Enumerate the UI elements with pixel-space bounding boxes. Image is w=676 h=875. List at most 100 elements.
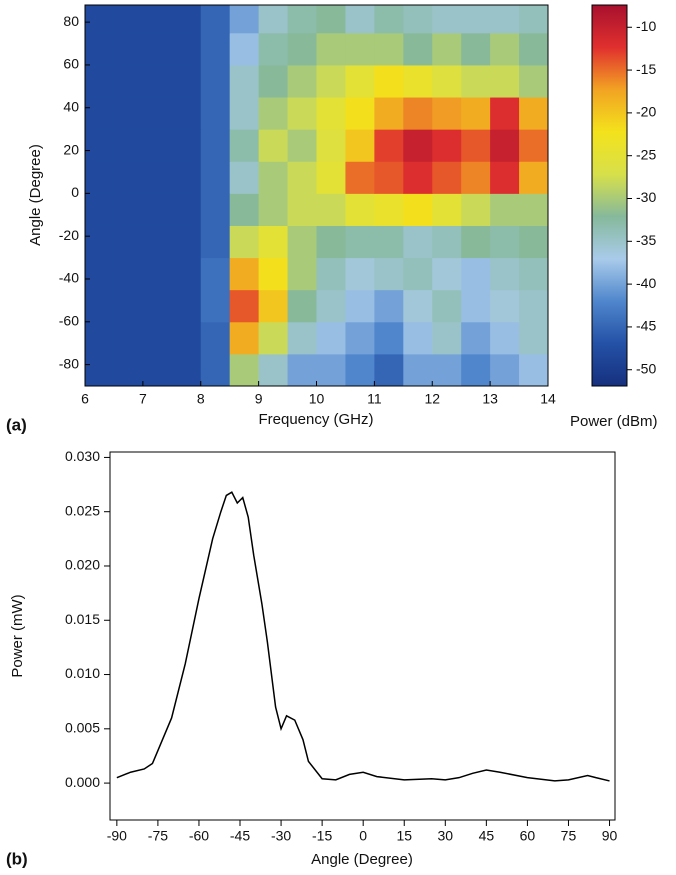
heat-cell xyxy=(519,257,548,291)
heat-cell xyxy=(113,5,144,34)
x-tick-label: -45 xyxy=(230,828,250,844)
heat-cell xyxy=(200,5,231,34)
heat-cell xyxy=(171,161,202,194)
heat-cell xyxy=(142,289,173,323)
x-tick-label: 7 xyxy=(139,391,147,407)
heat-cell xyxy=(258,289,289,323)
heat-cell xyxy=(85,353,115,386)
heat-cell xyxy=(229,353,260,386)
heat-cell xyxy=(519,64,548,98)
y-tick-label: 0.010 xyxy=(65,665,100,681)
colorbar-tick-label: -20 xyxy=(636,104,656,120)
heat-cell xyxy=(374,353,404,386)
heat-cell xyxy=(374,161,404,194)
heat-cell xyxy=(258,32,289,66)
heat-cell xyxy=(200,289,231,323)
heat-cell xyxy=(316,129,346,162)
heat-cell xyxy=(374,5,404,34)
heat-cell xyxy=(432,161,462,194)
heat-cell xyxy=(200,193,231,226)
heat-cell xyxy=(258,321,289,355)
heat-cell xyxy=(287,64,317,98)
heat-cell xyxy=(287,5,317,34)
heat-cell xyxy=(142,193,173,226)
heat-cell xyxy=(316,289,346,323)
x-tick-label: 90 xyxy=(602,828,618,844)
heat-cell xyxy=(229,129,260,162)
heat-cell xyxy=(171,129,202,162)
heat-cell xyxy=(432,225,462,259)
heat-cell xyxy=(200,225,231,259)
y-tick-label: 80 xyxy=(63,13,79,29)
y-tick-label: 0.015 xyxy=(65,611,100,627)
heat-cell xyxy=(142,257,173,291)
colorbar xyxy=(591,4,628,387)
heat-cell xyxy=(229,193,260,226)
heat-cell xyxy=(345,353,375,386)
x-tick-label: -75 xyxy=(148,828,168,844)
heat-cell xyxy=(316,225,346,259)
heat-cell xyxy=(200,97,231,130)
heat-cell xyxy=(287,193,317,226)
colorbar-label: Power (dBm) xyxy=(570,413,658,430)
heat-cell xyxy=(142,225,173,259)
heat-cell xyxy=(171,353,202,386)
heat-cell xyxy=(85,5,115,34)
heat-cell xyxy=(316,193,346,226)
line xyxy=(116,491,610,782)
heat-cell xyxy=(374,289,404,323)
heat-cell xyxy=(403,64,433,98)
heat-cell xyxy=(113,161,144,194)
heat-cell xyxy=(316,32,346,66)
heat-cell xyxy=(374,257,404,291)
heat-cell xyxy=(171,5,202,34)
heat-cell xyxy=(374,193,404,226)
heat-cell xyxy=(519,193,548,226)
y-tick-label: 0.000 xyxy=(65,774,100,790)
heat-cell xyxy=(113,97,144,130)
heat-cell xyxy=(229,97,260,130)
heatmap-cells xyxy=(85,5,548,386)
heat-cell xyxy=(287,32,317,66)
heat-cell xyxy=(461,193,491,226)
heat-cell xyxy=(85,97,115,130)
heat-cell xyxy=(287,289,317,323)
heat-cell xyxy=(403,289,433,323)
heat-cell xyxy=(345,129,375,162)
heat-cell xyxy=(432,64,462,98)
heat-cell xyxy=(229,321,260,355)
y-tick-label: -60 xyxy=(59,312,79,328)
x-tick-label: 10 xyxy=(309,391,325,407)
heat-cell xyxy=(461,321,491,355)
x-axis-label: Frequency (GHz) xyxy=(258,411,373,428)
heat-cell xyxy=(345,193,375,226)
heat-cell xyxy=(432,129,462,162)
heat-cell xyxy=(287,161,317,194)
heat-cell xyxy=(200,129,231,162)
heat-cell xyxy=(85,32,115,66)
heat-cell xyxy=(287,257,317,291)
heat-cell xyxy=(200,353,231,386)
x-tick-label: 30 xyxy=(438,828,454,844)
heat-cell xyxy=(316,321,346,355)
heat-cell xyxy=(171,64,202,98)
heat-cell xyxy=(113,321,144,355)
heat-cell xyxy=(142,161,173,194)
heat-cell xyxy=(490,32,520,66)
colorbar-tick-label: -10 xyxy=(636,18,656,34)
x-tick-label: -15 xyxy=(312,828,332,844)
y-tick-label: 0.005 xyxy=(65,720,100,736)
panel-label: (b) xyxy=(6,849,28,868)
x-tick-label: 8 xyxy=(197,391,205,407)
heat-cell xyxy=(519,97,548,130)
heat-cell xyxy=(374,97,404,130)
heat-cell xyxy=(374,321,404,355)
heat-cell xyxy=(258,97,289,130)
plot-frame xyxy=(109,451,616,821)
heat-cell xyxy=(345,321,375,355)
heat-cell xyxy=(171,225,202,259)
heat-cell xyxy=(519,5,548,34)
heat-cell xyxy=(403,161,433,194)
heat-cell xyxy=(229,257,260,291)
heat-cell xyxy=(258,193,289,226)
